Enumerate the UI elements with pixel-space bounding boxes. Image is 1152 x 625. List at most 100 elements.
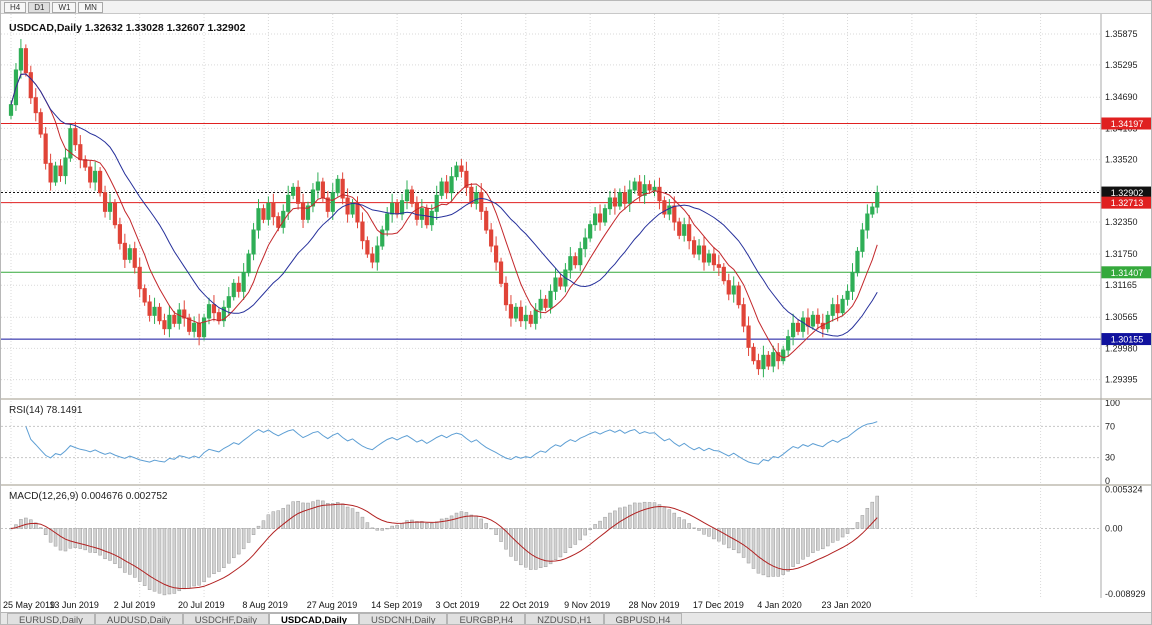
candle-body <box>340 178 345 199</box>
x-axis-label: 23 Jan 2020 <box>821 600 872 610</box>
macd-histogram-bar <box>360 516 365 529</box>
macd-histogram-bar <box>93 528 97 553</box>
candle-body <box>474 192 479 204</box>
macd-histogram-bar <box>78 528 83 549</box>
macd-histogram-bar <box>637 502 642 529</box>
macd-histogram-bar <box>464 512 469 529</box>
candle-body <box>68 128 73 159</box>
macd-histogram-bar <box>306 502 310 529</box>
macd-histogram-bar <box>647 502 652 529</box>
macd-histogram-bar <box>830 528 835 543</box>
candle-body <box>360 221 365 242</box>
chart-tab-usdcad-daily[interactable]: USDCAD,Daily <box>269 613 360 624</box>
macd-histogram-bar <box>677 517 681 529</box>
candle-body <box>840 298 845 314</box>
price-tag: 1.32902 <box>1101 186 1151 199</box>
timeframe-button-d1[interactable]: D1 <box>28 1 51 13</box>
macd-histogram-bar <box>786 528 790 572</box>
candle-body <box>107 202 113 212</box>
candle-body <box>18 48 23 71</box>
price-tag: 1.31407 <box>1101 266 1151 279</box>
macd-histogram-bar <box>128 528 132 575</box>
candle-body <box>63 157 68 177</box>
x-axis-label: 20 Jul 2019 <box>178 600 225 610</box>
x-axis-label: 9 Nov 2019 <box>564 600 611 610</box>
candle-body <box>761 354 766 370</box>
macd-axis-label: 0.005324 <box>1105 484 1143 494</box>
chart-tab-nzdusd-h1[interactable]: NZDUSD,H1 <box>525 613 604 624</box>
candle-body <box>38 112 43 135</box>
macd-histogram-bar <box>682 519 686 529</box>
candle-body <box>399 200 405 215</box>
candle-body <box>355 202 360 223</box>
macd-histogram-bar <box>133 528 137 578</box>
rsi-line <box>25 421 878 465</box>
candle-body <box>647 184 652 191</box>
candle-body <box>533 309 538 324</box>
candle-body <box>102 192 108 212</box>
candle-body <box>528 314 533 324</box>
candle-body <box>192 322 197 332</box>
candle-body <box>320 181 325 199</box>
candle-body <box>241 272 246 292</box>
candle-body <box>711 253 716 266</box>
macd-histogram-bar <box>400 523 404 529</box>
timeframe-button-mn[interactable]: MN <box>78 1 103 13</box>
chart-tab-audusd-daily[interactable]: AUDUSD,Daily <box>94 613 183 624</box>
macd-histogram-bar <box>415 521 419 529</box>
candle-body <box>756 360 761 370</box>
chart-tab-gbpusd-h4[interactable]: GBPUSD,H4 <box>603 613 683 624</box>
candle-body <box>751 346 756 362</box>
candle-body <box>182 309 187 319</box>
macd-histogram-bar <box>311 501 315 529</box>
chart-tab-eurusd-daily[interactable]: EURUSD,Daily <box>7 613 95 624</box>
panel-separator[interactable] <box>1 398 1152 400</box>
macd-histogram-bar <box>162 528 167 596</box>
y-axis-label: 1.35295 <box>1105 60 1138 70</box>
candle-body <box>771 352 776 367</box>
y-axis-label: 1.35875 <box>1105 29 1138 39</box>
macd-histogram-bar <box>271 511 276 529</box>
candle-body <box>162 320 167 330</box>
timeframe-button-h4[interactable]: H4 <box>4 1 27 13</box>
macd-histogram-bar <box>68 528 73 549</box>
macd-label: MACD(12,26,9) 0.004676 0.002752 <box>9 491 168 502</box>
macd-histogram-bar <box>108 528 112 561</box>
macd-histogram-bar <box>727 528 731 549</box>
candle-body <box>469 186 474 204</box>
candle-body <box>865 213 870 231</box>
macd-histogram-bar <box>469 514 474 529</box>
timeframe-button-w1[interactable]: W1 <box>52 1 77 13</box>
candle-body <box>414 202 419 220</box>
macd-histogram-bar <box>207 528 211 578</box>
panel-separator[interactable] <box>1 484 1152 486</box>
candle-body <box>83 159 88 168</box>
svg-text:1.34197: 1.34197 <box>1111 119 1144 129</box>
candle-body <box>454 165 459 178</box>
macd-histogram-bar <box>835 528 840 541</box>
candle-body <box>315 181 320 191</box>
macd-histogram-bar <box>538 528 543 568</box>
candle-body <box>206 304 212 319</box>
chart-tab-usdcnh-daily[interactable]: USDCNH,Daily <box>359 613 448 624</box>
macd-histogram-bar <box>865 508 870 529</box>
macd-histogram-bar <box>533 528 538 570</box>
macd-histogram-bar <box>38 527 43 529</box>
macd-histogram-bar <box>276 510 281 529</box>
candle-body <box>583 237 588 250</box>
candle-body <box>266 202 271 220</box>
x-axis-label: 13 Jun 2019 <box>49 600 99 610</box>
candle-body <box>781 349 786 362</box>
chart-tab-eurgbp-h4[interactable]: EURGBP,H4 <box>447 613 526 624</box>
chart-canvas[interactable]: 1.358751.352951.346901.341051.335201.329… <box>1 14 1152 599</box>
macd-histogram-bar <box>385 528 389 530</box>
rsi-axis-label: 100 <box>1105 398 1120 408</box>
indicator-panels <box>1 421 1101 596</box>
chart-tab-usdchf-daily[interactable]: USDCHF,Daily <box>182 613 270 624</box>
candle-body <box>216 312 222 322</box>
candle-body <box>494 245 499 263</box>
macd-histogram-bar <box>147 528 152 590</box>
macd-histogram-bar <box>459 511 464 529</box>
macd-histogram-bar <box>509 528 513 557</box>
macd-histogram-bar <box>58 528 63 551</box>
